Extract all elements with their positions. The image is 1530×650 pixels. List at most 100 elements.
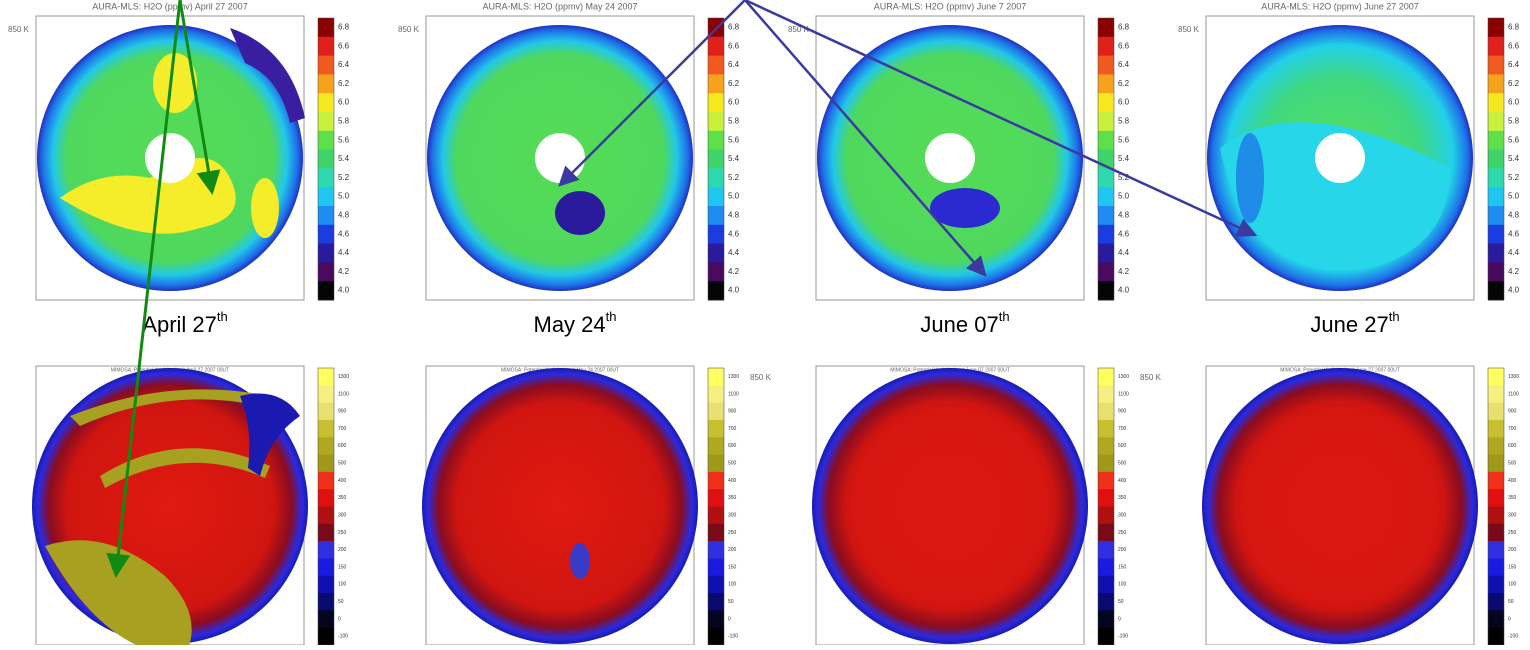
colorbar-swatch (318, 368, 334, 386)
colorbar-swatch (708, 403, 724, 421)
map-hole (925, 133, 975, 183)
colorbar-label: 4.0 (728, 286, 740, 295)
colorbar-label: 400 (1118, 478, 1127, 484)
colorbar-label: 5.6 (1508, 135, 1520, 144)
colorbar-label: 5.6 (1118, 135, 1130, 144)
panel-caption: June 27th (1310, 309, 1399, 336)
colorbar-swatch (1098, 168, 1114, 187)
colorbar-swatch (1488, 507, 1504, 525)
colorbar-swatch (318, 455, 334, 473)
colorbar-swatch (1488, 150, 1504, 169)
colorbar-swatch (1098, 524, 1114, 542)
bottom-panel: MIMOSA: Potential Vorticity (pvu) June 2… (1202, 366, 1519, 645)
colorbar-label: 900 (338, 409, 347, 415)
panel-title: AURA-MLS: H2O (ppmv) June 7 2007 (874, 1, 1027, 11)
colorbar-swatch (1098, 489, 1114, 507)
colorbar-label: 6.8 (728, 23, 740, 32)
colorbar-swatch (708, 281, 724, 300)
colorbar-swatch (1488, 244, 1504, 263)
colorbar-swatch (1488, 628, 1504, 645)
level-label: 850 K (1140, 373, 1162, 382)
colorbar-label: 4.8 (728, 211, 740, 220)
colorbar-swatch (708, 593, 724, 611)
colorbar-label: 500 (728, 461, 737, 467)
colorbar-label: 5.8 (338, 117, 350, 126)
colorbar-swatch (1098, 385, 1114, 403)
colorbar-label: 0 (1508, 616, 1511, 622)
colorbar-label: 700 (1118, 426, 1127, 432)
colorbar-label: -100 (338, 634, 348, 640)
colorbar-swatch (1098, 576, 1114, 594)
colorbar-label: 6.8 (1508, 23, 1520, 32)
colorbar-label: 5.2 (338, 173, 350, 182)
bottom-panel: MIMOSA: Potential Vorticity (pvu) April … (32, 366, 349, 645)
colorbar-label: 6.2 (338, 79, 350, 88)
colorbar-swatch (1098, 187, 1114, 206)
colorbar-label: 1300 (728, 374, 739, 380)
colorbar-swatch (318, 131, 334, 150)
colorbar-swatch (708, 420, 724, 438)
colorbar-label: 500 (1508, 461, 1517, 467)
colorbar-label: 900 (1118, 409, 1127, 415)
colorbar-label: 6.0 (1508, 98, 1520, 107)
colorbar-swatch (1488, 168, 1504, 187)
colorbar-label: 400 (338, 478, 347, 484)
colorbar-swatch (708, 262, 724, 281)
colorbar-swatch (318, 206, 334, 225)
colorbar-label: 4.2 (338, 267, 350, 276)
colorbar-swatch (708, 112, 724, 131)
colorbar-swatch (1488, 472, 1504, 490)
colorbar-swatch (708, 507, 724, 525)
colorbar-swatch (1098, 368, 1114, 386)
colorbar-swatch (318, 507, 334, 525)
colorbar-swatch (318, 472, 334, 490)
colorbar-swatch (1488, 112, 1504, 131)
colorbar-label: 6.8 (338, 23, 350, 32)
colorbar-label: 1100 (338, 391, 349, 397)
colorbar-label: 4.6 (1118, 229, 1130, 238)
panel-title: AURA-MLS: H2O (ppmv) May 24 2007 (482, 1, 637, 11)
caption-sup: th (1389, 309, 1400, 324)
colorbar-label: 6.6 (338, 41, 350, 50)
colorbar-label: 350 (728, 495, 737, 501)
level-label: 850 K (8, 25, 30, 34)
colorbar-label: 6.2 (1118, 79, 1130, 88)
colorbar-label: 4.8 (1118, 211, 1130, 220)
colorbar-swatch (708, 168, 724, 187)
colorbar-swatch (318, 524, 334, 542)
colorbar-label: 4.6 (1508, 229, 1520, 238)
colorbar-swatch (1098, 420, 1114, 438)
colorbar-swatch (1098, 37, 1114, 56)
top-panel: AURA-MLS: H2O (ppmv) May 24 2007 850 K 6.8… (398, 1, 740, 336)
colorbar-swatch (318, 37, 334, 56)
colorbar-swatch (1488, 56, 1504, 75)
colorbar-swatch (1098, 262, 1114, 281)
colorbar-label: 1100 (1118, 391, 1129, 397)
level-label: 850 K (750, 373, 772, 382)
caption-main: June 27 (1310, 312, 1388, 337)
colorbar-swatch (318, 610, 334, 628)
colorbar-swatch (1488, 541, 1504, 559)
colorbar-swatch (1098, 18, 1114, 37)
colorbar-label: 200 (1508, 547, 1517, 553)
level-label: 850 K (1178, 25, 1200, 34)
colorbar-swatch (1488, 262, 1504, 281)
colorbar-swatch (318, 225, 334, 244)
colorbar-label: 0 (338, 616, 341, 622)
colorbar-label: 300 (1508, 512, 1517, 518)
colorbar-swatch (1098, 206, 1114, 225)
colorbar-swatch (708, 576, 724, 594)
map-region (251, 178, 279, 238)
colorbar-swatch (1488, 37, 1504, 56)
colorbar-swatch (1488, 610, 1504, 628)
colorbar-swatch (1098, 628, 1114, 645)
colorbar-label: 4.4 (728, 248, 740, 257)
colorbar-swatch (1488, 558, 1504, 576)
level-label: 850 K (398, 25, 420, 34)
colorbar-label: 700 (728, 426, 737, 432)
colorbar-label: 250 (338, 530, 347, 536)
colorbar-label: 1300 (1508, 374, 1519, 380)
colorbar-label: 6.6 (1508, 41, 1520, 50)
colorbar-swatch (1488, 455, 1504, 473)
colorbar-swatch (318, 150, 334, 169)
